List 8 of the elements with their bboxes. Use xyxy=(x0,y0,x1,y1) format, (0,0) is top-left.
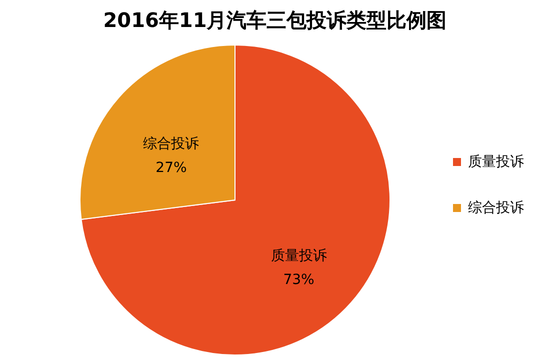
pie-slice xyxy=(80,44,390,356)
legend-label: 质量投诉 xyxy=(468,154,524,170)
chart-title: 2016年11月汽车三包投诉类型比例图 xyxy=(103,8,447,32)
legend-label: 综合投诉 xyxy=(468,200,524,216)
slice-label: 质量投诉 xyxy=(270,248,327,264)
data-label: 27% xyxy=(156,160,187,176)
data-label: 73% xyxy=(283,272,314,288)
slice-label: 综合投诉 xyxy=(143,136,200,152)
